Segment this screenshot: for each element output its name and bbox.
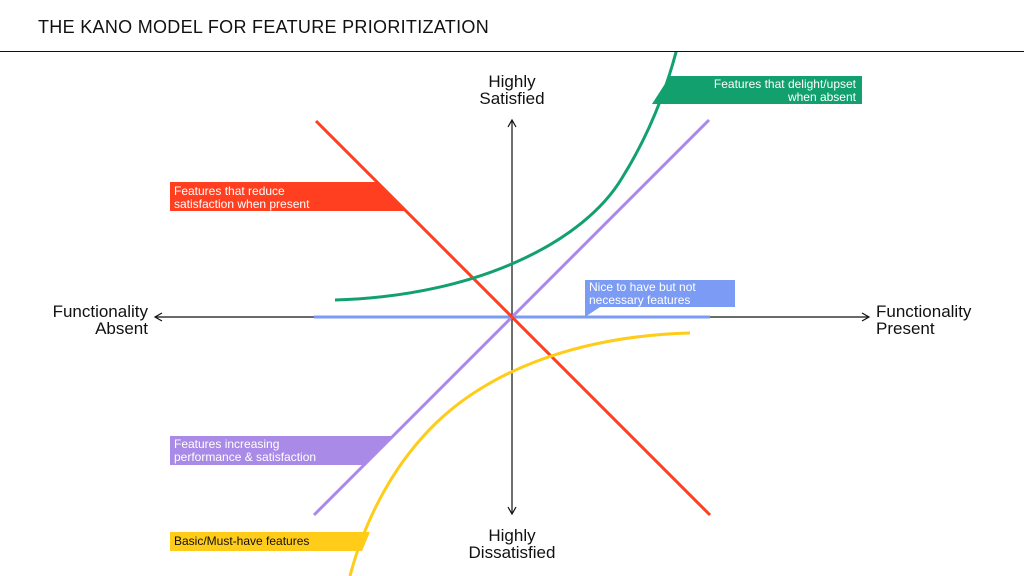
page-title: THE KANO MODEL FOR FEATURE PRIORITIZATIO… — [38, 17, 489, 37]
performance-callout-text: Features increasing performance & satisfa… — [174, 437, 317, 464]
arrow-down-icon — [507, 506, 517, 516]
performance-callout-box — [170, 436, 392, 465]
axis-label-right: Functionality Present — [876, 302, 972, 338]
indifferent-callout-text: Nice to have but not necessary features — [589, 280, 696, 307]
arrow-left-icon — [153, 312, 163, 322]
title-divider — [0, 51, 1024, 52]
axis-label-bottom: Highly Dissatisfied — [468, 526, 556, 562]
arrow-right-icon — [861, 312, 871, 322]
delight-callout-text: Features that delight/upset when absent — [713, 77, 856, 104]
indifferent-callout-box — [585, 280, 735, 317]
reverse-callout-text: Features that reduce satisfaction when pr… — [174, 184, 310, 211]
axis-label-left: Functionality Absent — [52, 302, 148, 338]
delight-curve — [334, 52, 678, 302]
reverse-callout-box — [170, 182, 405, 211]
basic-callout-box — [170, 532, 370, 551]
basic-callout-text: Basic/Must-have features — [174, 534, 310, 548]
axis-label-top: Highly Satisfied — [479, 72, 545, 108]
arrow-up-icon — [507, 118, 517, 128]
delight-callout-box — [652, 76, 862, 104]
reverse-line — [314, 119, 712, 517]
basic-curve — [348, 331, 691, 576]
